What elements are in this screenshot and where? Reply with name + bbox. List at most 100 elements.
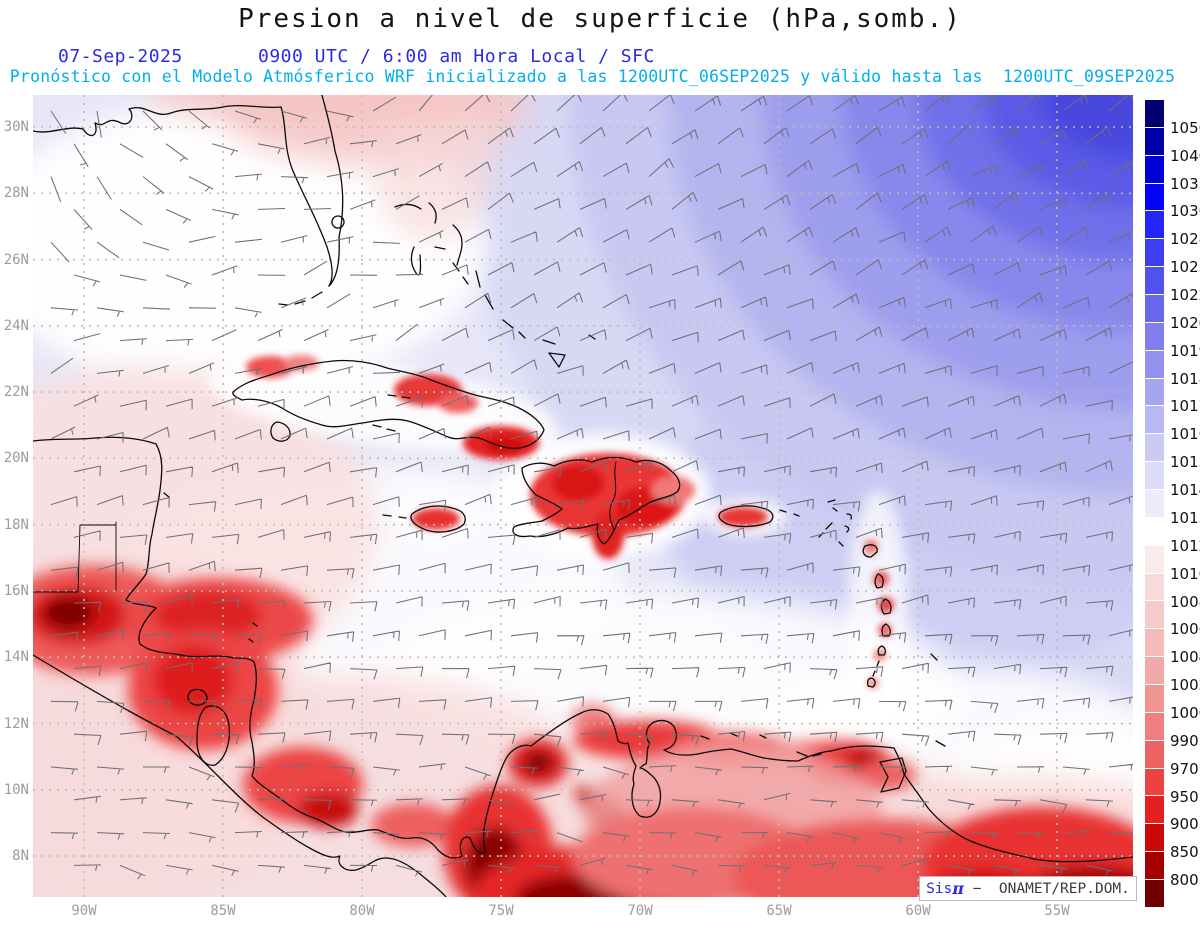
colorbar-segment	[1145, 629, 1164, 658]
colorbar-label: 1016	[1170, 425, 1200, 444]
y-axis-label: 16N	[3, 582, 29, 599]
lake-nicaragua	[196, 705, 231, 766]
colorbar-label: 1012	[1170, 536, 1200, 555]
wind-barbs-layer	[50, 95, 1133, 880]
x-axis-label: 55W	[1044, 903, 1070, 919]
colorbar-label: 1002	[1170, 676, 1200, 695]
colorbar-label: 970	[1170, 759, 1199, 778]
y-axis-label: 14N	[3, 649, 29, 666]
hispaniola	[512, 456, 681, 545]
colorbar-segment	[1145, 768, 1164, 797]
y-axis-label: 24N	[3, 317, 29, 334]
lake-managua	[187, 688, 208, 706]
colorbar-label: 1008	[1170, 592, 1200, 611]
colorbar-segment	[1145, 657, 1164, 686]
pressure-map-canvas	[33, 95, 1133, 897]
san-andres-providencia	[248, 622, 258, 643]
colorbar-segment	[1145, 880, 1164, 908]
colorbar-segment	[1145, 517, 1164, 546]
jamaica	[410, 505, 466, 533]
colorbar-segment	[1145, 824, 1164, 853]
cozumel	[163, 492, 170, 498]
colorbar-label: 900	[1170, 815, 1199, 834]
isle-of-youth	[270, 421, 291, 442]
colorbar-segment	[1145, 350, 1164, 379]
country-borders	[33, 521, 117, 593]
colorbar-label: 1017	[1170, 397, 1200, 416]
cuban-cays	[372, 394, 411, 519]
y-axis-label: 30N	[3, 119, 29, 135]
coastlines-layer	[33, 95, 1133, 897]
yucatan-central-america-coast	[33, 436, 1133, 863]
colorbar-segment	[1145, 378, 1164, 407]
colorbar-label: 990	[1170, 731, 1199, 750]
abc-margarita-islands	[700, 732, 822, 757]
y-axis-label: 22N	[3, 384, 29, 401]
virgin-islands	[779, 509, 800, 517]
y-axis-label: 12N	[3, 715, 29, 732]
colorbar-label: 1015	[1170, 453, 1200, 472]
colorbar-label: 1010	[1170, 564, 1200, 583]
florida-keys	[278, 291, 323, 306]
colorbar-segment	[1145, 796, 1164, 825]
attribution-text: − ONAMET/REP.DOM.	[964, 880, 1130, 897]
colorbar-label: 1019	[1170, 341, 1200, 360]
colorbar-segment	[1145, 322, 1164, 351]
florida-west-coast	[280, 106, 333, 287]
colorbar-segment	[1145, 462, 1164, 491]
colorbar-segment	[1145, 685, 1164, 713]
valid-time-label: 0900 UTC / 6:00 am Hora Local / SFC	[258, 46, 655, 67]
latlon-grid	[33, 95, 1133, 897]
colorbar-label: 1035	[1170, 174, 1200, 193]
colorbar-segment	[1145, 155, 1164, 184]
page-title: Presion a nivel de superficie (hPa,somb.…	[238, 4, 962, 34]
colorbar-label: 1013	[1170, 508, 1200, 527]
pressure-map	[33, 95, 1133, 897]
puerto-rico	[718, 505, 774, 528]
colorbar-segment	[1145, 601, 1164, 630]
y-axis-label: 20N	[3, 450, 29, 467]
attribution-pi-icon: π	[952, 879, 965, 898]
y-axis-label: 26N	[3, 251, 29, 268]
y-axis-label: 28N	[3, 185, 29, 202]
date-label: 07-Sep-2025	[58, 46, 183, 67]
colorbar-label: 850	[1170, 843, 1199, 862]
colorbar	[1145, 100, 1164, 908]
florida-east-coast	[321, 95, 344, 287]
island-low-spots	[209, 355, 908, 740]
colorbar-label: 1028	[1170, 230, 1200, 249]
y-axis-label: 18N	[3, 516, 29, 533]
colorbar-label: 1022	[1170, 286, 1200, 305]
haiti-dr-border	[609, 461, 617, 530]
trinidad	[879, 757, 907, 793]
high-pressure-shading	[323, 95, 1133, 705]
colorbar-label: 1004	[1170, 648, 1200, 667]
colorbar-label: 1025	[1170, 258, 1200, 277]
x-axis-label: 90W	[71, 903, 97, 919]
colorbar-segment	[1145, 406, 1164, 435]
x-axis-label: 60W	[905, 903, 931, 919]
colorbar-segment	[1145, 211, 1164, 240]
attribution-sis: Sis	[926, 880, 953, 897]
colorbar-label: 1006	[1170, 620, 1200, 639]
cuba	[232, 359, 545, 450]
colorbar-segment	[1145, 127, 1164, 156]
colorbar-label: 950	[1170, 787, 1199, 806]
lesser-antilles	[818, 499, 946, 747]
colorbar-label: 800	[1170, 871, 1199, 890]
colorbar-segment	[1145, 573, 1164, 602]
colorbar-label: 1030	[1170, 202, 1200, 221]
colorbar-segment	[1145, 712, 1164, 741]
y-axis-label: 10N	[3, 781, 29, 798]
colorbar-label: 1020	[1170, 313, 1200, 332]
x-axis-label: 80W	[349, 903, 375, 919]
colorbar-segment	[1145, 545, 1164, 574]
colorbar-segment	[1145, 100, 1164, 128]
colorbar-segment	[1145, 490, 1164, 518]
colorbar-segment	[1145, 295, 1164, 323]
lake-okeechobee	[331, 215, 345, 229]
colorbar-segment	[1145, 852, 1164, 881]
x-axis-label: 85W	[210, 903, 236, 919]
colorbar-segment	[1145, 239, 1164, 268]
